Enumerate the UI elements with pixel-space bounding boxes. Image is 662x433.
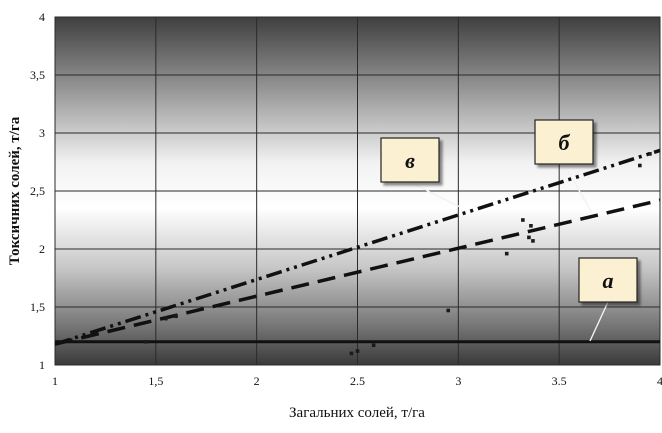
x-axis-label: Загальних солей, т/га [289,405,425,421]
data-point [446,308,451,313]
y-tick-label: 1,5 [30,300,45,314]
x-tick-label: 2 [254,374,260,388]
x-tick-label: 3 [455,374,461,388]
annotation-label-а: а [603,268,614,293]
data-point [638,163,642,168]
y-tick-label: 4 [39,10,45,24]
x-tick-label: 4 [657,374,662,388]
x-tick-label: 3.5 [552,374,567,388]
annotation-labels: в б а [380,119,638,342]
data-point [371,343,376,348]
data-point [521,218,525,222]
annotation-box-а [578,257,638,303]
data-point [143,340,148,344]
data-point [349,351,354,356]
x-tick-label: 2.5 [350,374,365,388]
y-tick-label: 1 [39,358,45,372]
annotation-leader-а [589,301,609,342]
data-point [164,316,168,321]
annotation-leader-б [563,163,593,214]
annotation-label-в: в [405,148,415,173]
y-axis-label: Токсичних солей, т/га [7,116,23,265]
data-point [531,239,535,243]
annotation-box-б [534,119,594,165]
x-tick-label: 1,5 [148,374,163,388]
fit-line-в [54,148,661,346]
tick-labels: 1 1,5 2 2.5 3 3.5 4 1 1,5 2 2,5 3 3,5 4 [30,10,662,388]
data-point [529,224,533,228]
annotation-box-в [380,137,440,183]
y-tick-label: 2,5 [30,184,45,198]
x-tick-label: 1 [52,374,58,388]
y-tick-label: 2 [39,242,45,256]
fit-lines [54,148,661,346]
annotation-label-б: б [559,130,571,155]
fit-line-б [54,198,661,346]
y-tick-label: 3,5 [30,68,45,82]
data-point [174,314,178,319]
annotation-leader-в [409,181,461,208]
data-points [143,152,652,356]
data-point [504,251,509,256]
data-point [527,235,531,240]
data-point [355,349,360,353]
data-point [648,152,652,156]
y-tick-label: 3 [39,126,45,140]
